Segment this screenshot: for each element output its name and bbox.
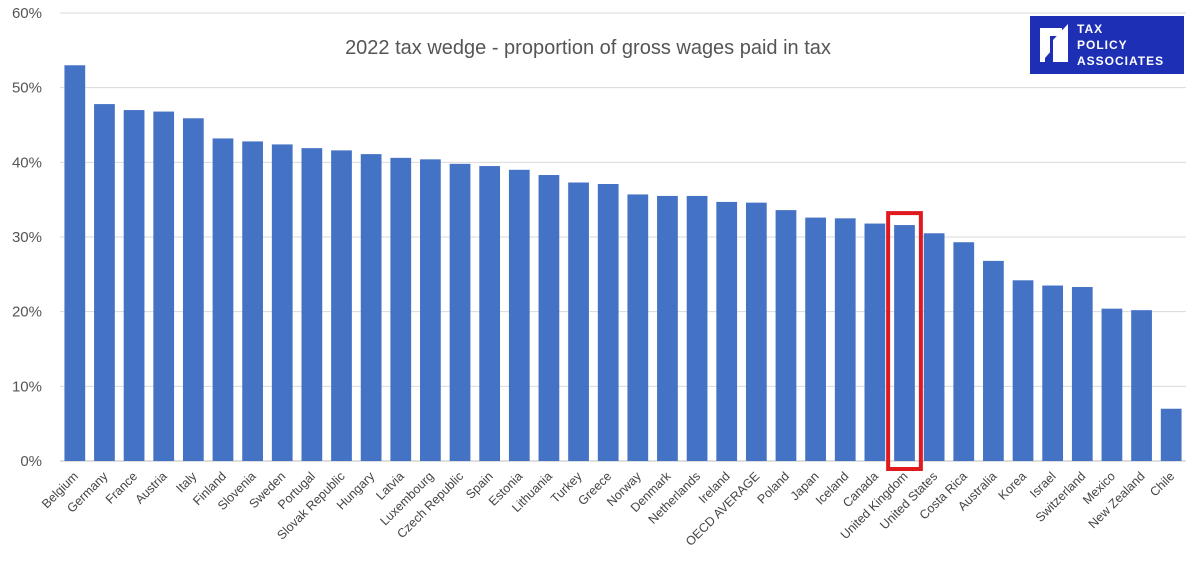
- chart-title: 2022 tax wedge - proportion of gross wag…: [345, 37, 831, 59]
- logo-mark-icon: [1040, 24, 1068, 62]
- bar-germany: [94, 104, 115, 462]
- bar-estonia: [508, 169, 530, 462]
- bar-austria: [153, 111, 175, 461]
- bar-iceland: [834, 218, 856, 461]
- y-tick-label: 40%: [12, 154, 42, 171]
- bar-costa-rica: [953, 242, 975, 461]
- bar-australia: [983, 260, 1004, 461]
- bar-united-states: [923, 233, 945, 461]
- y-tick-label: 50%: [12, 80, 42, 97]
- bar-italy: [182, 118, 204, 461]
- bar-denmark: [657, 195, 678, 461]
- bar-poland: [775, 210, 797, 461]
- y-tick-label: 60%: [12, 5, 42, 22]
- bar-sweden: [271, 144, 293, 461]
- y-tick-label: 30%: [12, 229, 42, 246]
- y-tick-label: 10%: [12, 378, 42, 395]
- y-tick-label: 20%: [12, 304, 42, 321]
- bar-finland: [212, 138, 234, 461]
- bar-france: [123, 110, 145, 462]
- bar-greece: [597, 183, 619, 461]
- bar-switzerland: [1071, 287, 1093, 461]
- bars: [64, 65, 1182, 462]
- bar-turkey: [568, 182, 589, 461]
- bar-latvia: [390, 157, 412, 461]
- bar-united-kingdom: [894, 225, 915, 461]
- logo-line-2: POLICY: [1077, 38, 1128, 52]
- bar-mexico: [1101, 308, 1123, 461]
- highlight-layer: [886, 211, 923, 471]
- bar-canada: [864, 223, 886, 461]
- logo: TAX POLICY ASSOCIATES: [1030, 16, 1184, 74]
- bar-netherlands: [686, 195, 708, 461]
- bar-norway: [627, 194, 649, 461]
- y-tick-label: 0%: [20, 453, 42, 470]
- bar-czech-republic: [449, 163, 471, 461]
- bar-japan: [805, 217, 826, 461]
- bar-spain: [479, 166, 501, 462]
- bar-portugal: [301, 148, 323, 461]
- bar-hungary: [360, 154, 382, 461]
- bar-slovenia: [242, 141, 263, 461]
- bar-slovak-republic: [331, 150, 352, 462]
- y-axis-ticks: 0% 10% 20% 30% 40% 50% 60%: [12, 5, 42, 470]
- bar-lithuania: [538, 175, 560, 461]
- bar-chile: [1160, 408, 1182, 461]
- bar-luxembourg: [420, 159, 441, 461]
- bar-oecd-average: [745, 202, 767, 462]
- bar-ireland: [716, 201, 738, 461]
- bar-belgium: [64, 65, 86, 462]
- highlight-box: [886, 211, 923, 471]
- bar-new-zealand: [1131, 310, 1152, 461]
- logo-line-3: ASSOCIATES: [1077, 54, 1164, 68]
- logo-line-1: TAX: [1077, 22, 1103, 36]
- bar-israel: [1042, 285, 1064, 461]
- bar-korea: [1012, 280, 1034, 461]
